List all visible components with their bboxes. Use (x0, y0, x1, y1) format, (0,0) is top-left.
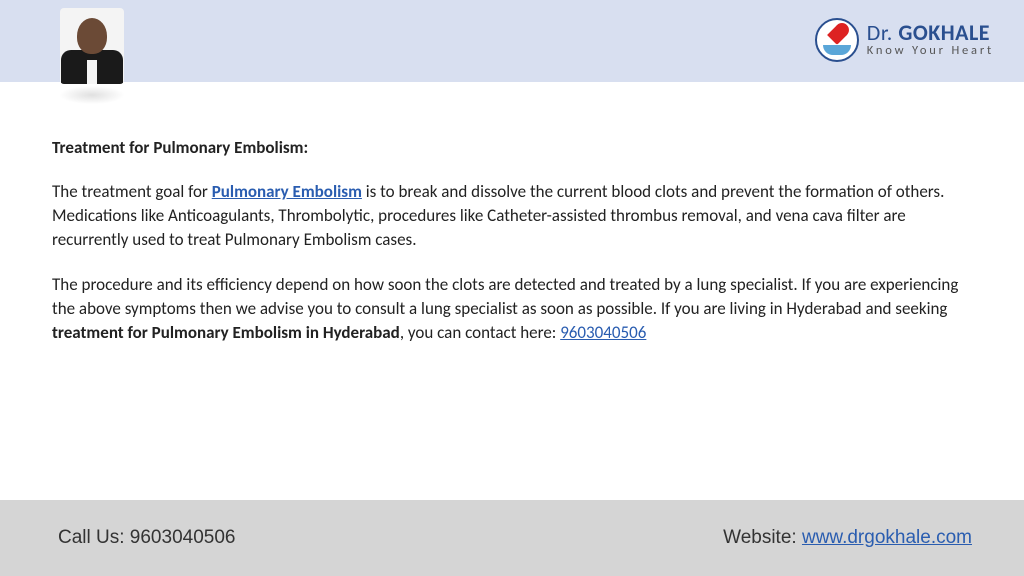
header-bar: Dr. GOKHALE Know Your Heart (0, 0, 1024, 82)
paragraph-2: The procedure and its efficiency depend … (52, 273, 972, 345)
brand-tagline: Know Your Heart (867, 45, 994, 58)
brand-logo: Dr. GOKHALE Know Your Heart (815, 18, 994, 62)
portrait-shadow (60, 86, 124, 104)
section-heading: Treatment for Pulmonary Embolism: (52, 136, 972, 160)
phone-link[interactable]: 9603040506 (560, 322, 646, 343)
footer-bar: Call Us: 9603040506 Website: www.drgokha… (0, 500, 1024, 576)
website-link[interactable]: www.drgokhale.com (802, 527, 972, 548)
footer-website: Website: www.drgokhale.com (723, 527, 972, 549)
doctor-portrait (60, 8, 124, 84)
paragraph-1: The treatment goal for Pulmonary Embolis… (52, 180, 972, 252)
main-content: Treatment for Pulmonary Embolism: The tr… (52, 136, 972, 365)
footer-call: Call Us: 9603040506 (58, 527, 235, 549)
footer-phone-number: 9603040506 (130, 527, 236, 548)
bold-treatment-text: treatment for Pulmonary Embolism in Hyde… (52, 322, 400, 343)
pulmonary-embolism-link[interactable]: Pulmonary Embolism (212, 181, 362, 202)
brand-name: Dr. GOKHALE (867, 22, 994, 44)
heart-in-hands-icon (815, 18, 859, 62)
